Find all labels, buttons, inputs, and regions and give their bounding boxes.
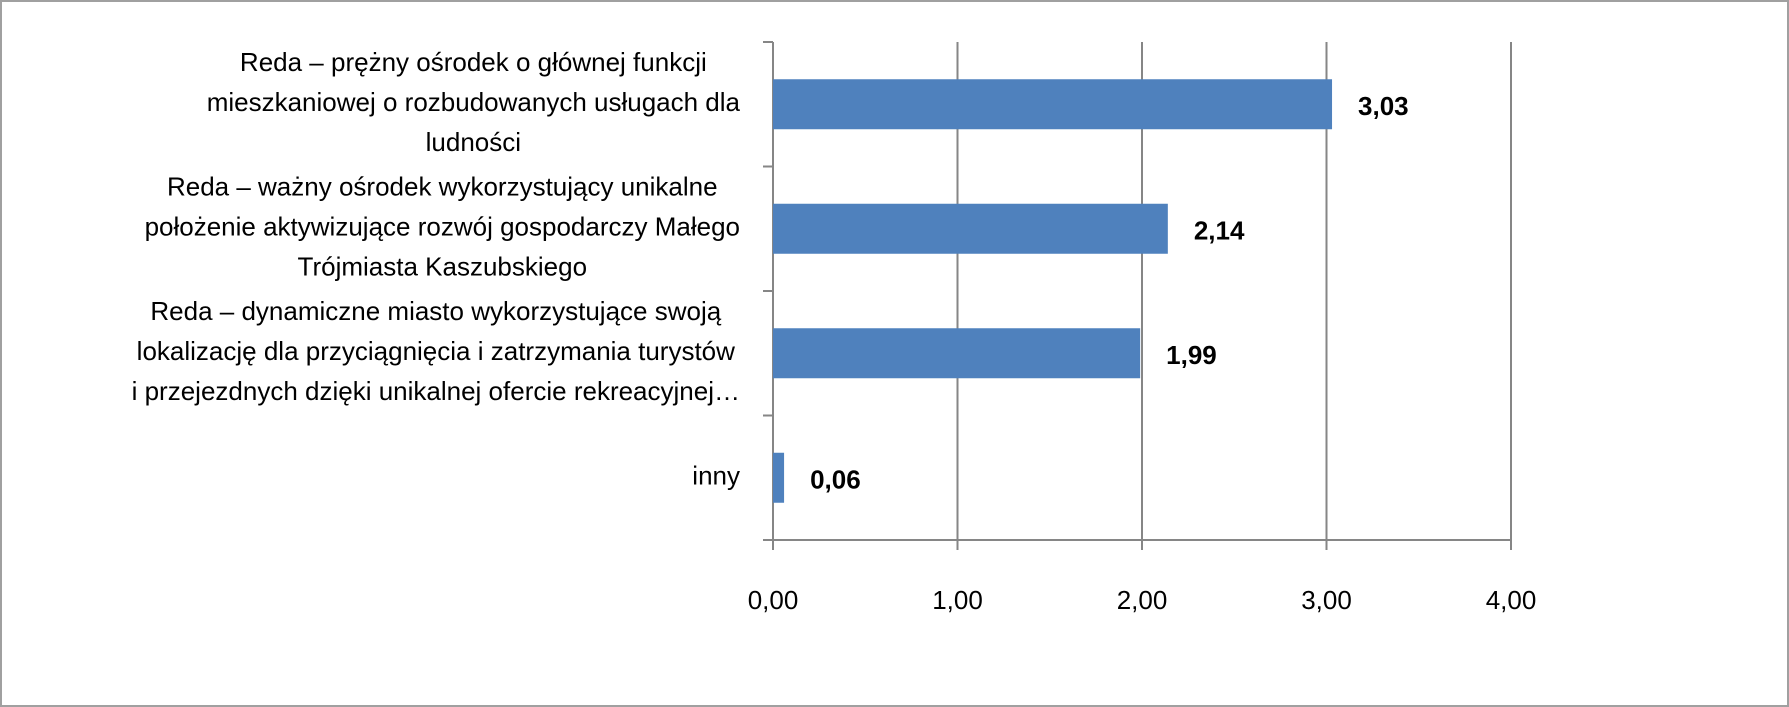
- value-label: 3,03: [1358, 91, 1409, 121]
- y-tick-label: inny: [692, 461, 740, 491]
- bar: [773, 203, 1168, 254]
- bar: [773, 452, 785, 503]
- bar: [773, 328, 1141, 379]
- bar: [773, 79, 1333, 130]
- y-tick-label: Reda – prężny ośrodek o głównej funkcji: [240, 47, 707, 77]
- y-tick-label: Trójmiasta Kaszubskiego: [298, 252, 588, 282]
- y-tick-label: Reda – dynamiczne miasto wykorzystujące …: [150, 296, 721, 326]
- y-tick-label: i przejezdnych dzięki unikalnej ofercie …: [132, 376, 740, 406]
- y-tick-label: Reda – ważny ośrodek wykorzystujący unik…: [167, 172, 718, 202]
- y-tick-label: lokalizację dla przyciągnięcia i zatrzym…: [137, 336, 735, 366]
- y-tick-label: ludności: [426, 127, 521, 157]
- x-tick-label: 1,00: [932, 585, 983, 615]
- y-tick-label: położenie aktywizujące rozwój gospodarcz…: [145, 212, 740, 242]
- value-label: 1,99: [1166, 340, 1217, 370]
- value-label: 2,14: [1194, 216, 1245, 246]
- x-tick-label: 3,00: [1301, 585, 1352, 615]
- x-tick-label: 4,00: [1486, 585, 1537, 615]
- x-tick-label: 2,00: [1117, 585, 1168, 615]
- value-label: 0,06: [810, 465, 861, 495]
- y-tick-label: mieszkaniowej o rozbudowanych usługach d…: [207, 87, 741, 117]
- x-tick-label: 0,00: [748, 585, 799, 615]
